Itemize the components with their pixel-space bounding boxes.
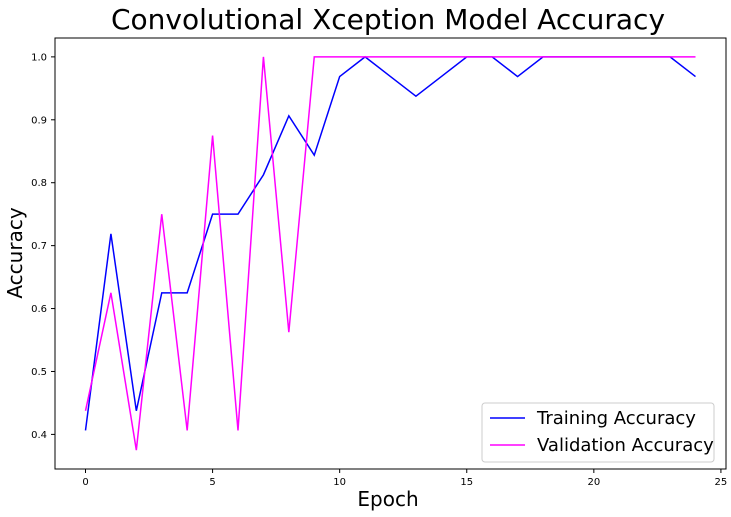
legend-label-training: Training Accuracy <box>536 408 696 429</box>
legend: Training Accuracy Validation Accuracy <box>481 402 715 463</box>
y-axis-label: Accuracy <box>3 207 27 298</box>
x-tick-label: 25 <box>715 477 728 488</box>
training-accuracy-line <box>84 55 696 431</box>
x-axis: 0 5 10 15 20 25 <box>82 469 727 488</box>
y-axis: 0.4 0.5 0.6 0.7 0.8 0.9 1.0 <box>31 52 55 441</box>
y-tick-label: 0.8 <box>31 178 47 189</box>
legend-label-validation: Validation Accuracy <box>537 435 714 456</box>
validation-accuracy-line <box>84 56 696 451</box>
y-tick-label: 0.6 <box>31 304 47 315</box>
plot-frame <box>54 37 727 470</box>
y-tick-label: 0.5 <box>31 367 47 378</box>
x-tick-label: 10 <box>333 477 346 488</box>
legend-box <box>481 402 715 463</box>
y-tick-label: 0.9 <box>31 115 47 126</box>
x-tick-label: 20 <box>587 477 600 488</box>
x-axis-label: Epoch <box>357 487 418 511</box>
x-tick-label: 0 <box>82 477 88 488</box>
y-tick-label: 1.0 <box>31 52 47 63</box>
x-tick-label: 15 <box>460 477 473 488</box>
y-tick-label: 0.7 <box>31 241 47 252</box>
plot-area <box>84 55 696 451</box>
chart-title: Convolutional Xception Model Accuracy <box>111 3 665 36</box>
y-tick-label: 0.4 <box>31 430 47 441</box>
x-tick-label: 5 <box>209 477 215 488</box>
